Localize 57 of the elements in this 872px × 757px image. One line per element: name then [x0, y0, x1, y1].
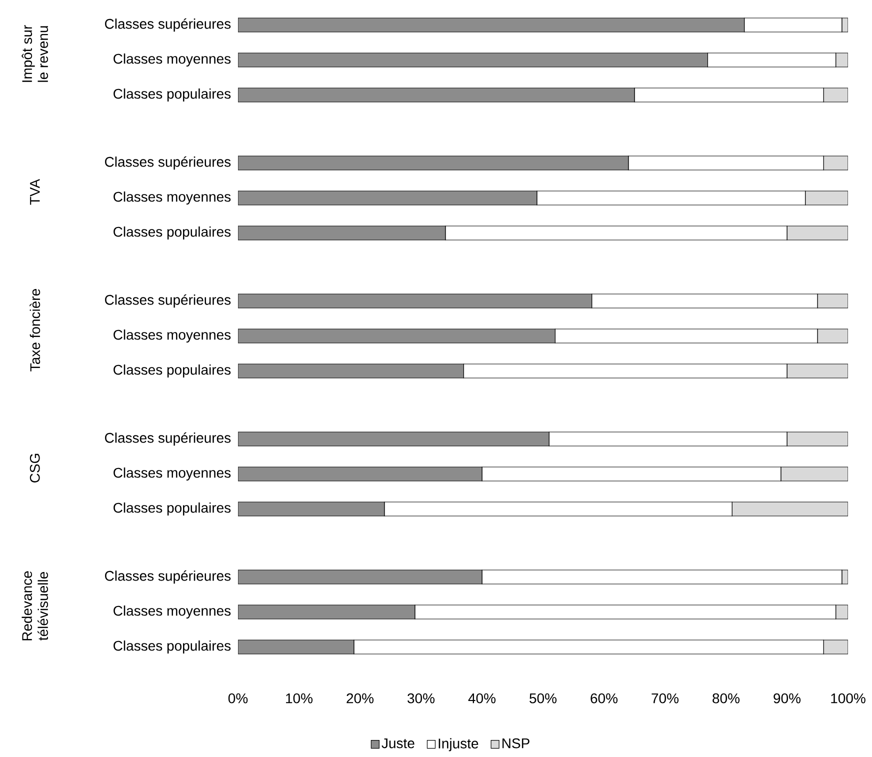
bar: [238, 328, 556, 344]
y-tick-label: Classes supérieures: [105, 294, 231, 308]
y-tick-label: Classes supérieures: [105, 570, 231, 584]
bar: [238, 226, 446, 240]
bar: [732, 502, 848, 516]
bar: [238, 466, 482, 482]
legend-label: Injuste: [438, 738, 478, 752]
bar: [238, 570, 482, 584]
y-tick-label: Classes supérieures: [105, 18, 231, 32]
text: Redevance télévisuelle: [22, 571, 48, 640]
bar: [238, 432, 550, 446]
bar: [238, 502, 385, 516]
x-tick-label: 0%: [228, 693, 248, 704]
y-tick-label: Classes populaires: [114, 640, 231, 654]
x-tick-label: 90%: [774, 693, 801, 704]
x-tick-label: 80%: [712, 693, 740, 704]
text: Impôt sur le revenu: [22, 25, 48, 82]
y-tick-label: Classes supérieures: [105, 156, 231, 170]
bar: [238, 52, 708, 68]
bar: [817, 328, 848, 344]
x-tick-label: 60%: [590, 693, 618, 704]
bar: [238, 364, 464, 378]
x-tick-label: 10%: [286, 693, 313, 704]
legend-label: NSP: [502, 738, 530, 748]
x-tick-label: 30%: [408, 693, 435, 704]
bar: [238, 294, 592, 308]
y-tick-label: Classes moyennes: [114, 605, 231, 619]
y-tick-label: Classes moyennes: [114, 329, 231, 343]
y-tick-label: Classes supérieures: [105, 432, 231, 446]
x-tick-label: 20%: [346, 693, 374, 704]
bar: [817, 294, 848, 308]
x-tick-label: 50%: [530, 693, 557, 704]
bar: [238, 190, 538, 206]
bar: [238, 604, 416, 620]
y-tick-label: Classes populaires: [114, 226, 231, 240]
y-tick-label: Classes populaires: [114, 364, 231, 378]
bar: [780, 466, 848, 482]
y-tick-label: Classes moyennes: [114, 53, 231, 67]
y-tick-label: Classes moyennes: [114, 467, 231, 481]
y-tick-label: Classes populaires: [114, 502, 231, 516]
bar: [786, 364, 848, 378]
y-tick-label: Classes moyennes: [114, 191, 231, 205]
text: Taxe foncière: [30, 289, 40, 372]
bar: [238, 156, 629, 170]
bar: [805, 190, 848, 206]
legend-label: Juste: [382, 738, 414, 748]
text: CSG: [30, 454, 40, 482]
x-tick-label: 40%: [468, 693, 496, 704]
y-tick-label: Classes populaires: [114, 88, 231, 102]
bar: [786, 226, 848, 240]
x-tick-label: 100%: [831, 693, 866, 704]
bar: [238, 18, 745, 32]
bar: [786, 432, 848, 446]
x-tick-label: 70%: [652, 693, 679, 704]
bar: [238, 88, 635, 102]
text: TVA: [30, 178, 40, 205]
bar: [238, 640, 354, 654]
